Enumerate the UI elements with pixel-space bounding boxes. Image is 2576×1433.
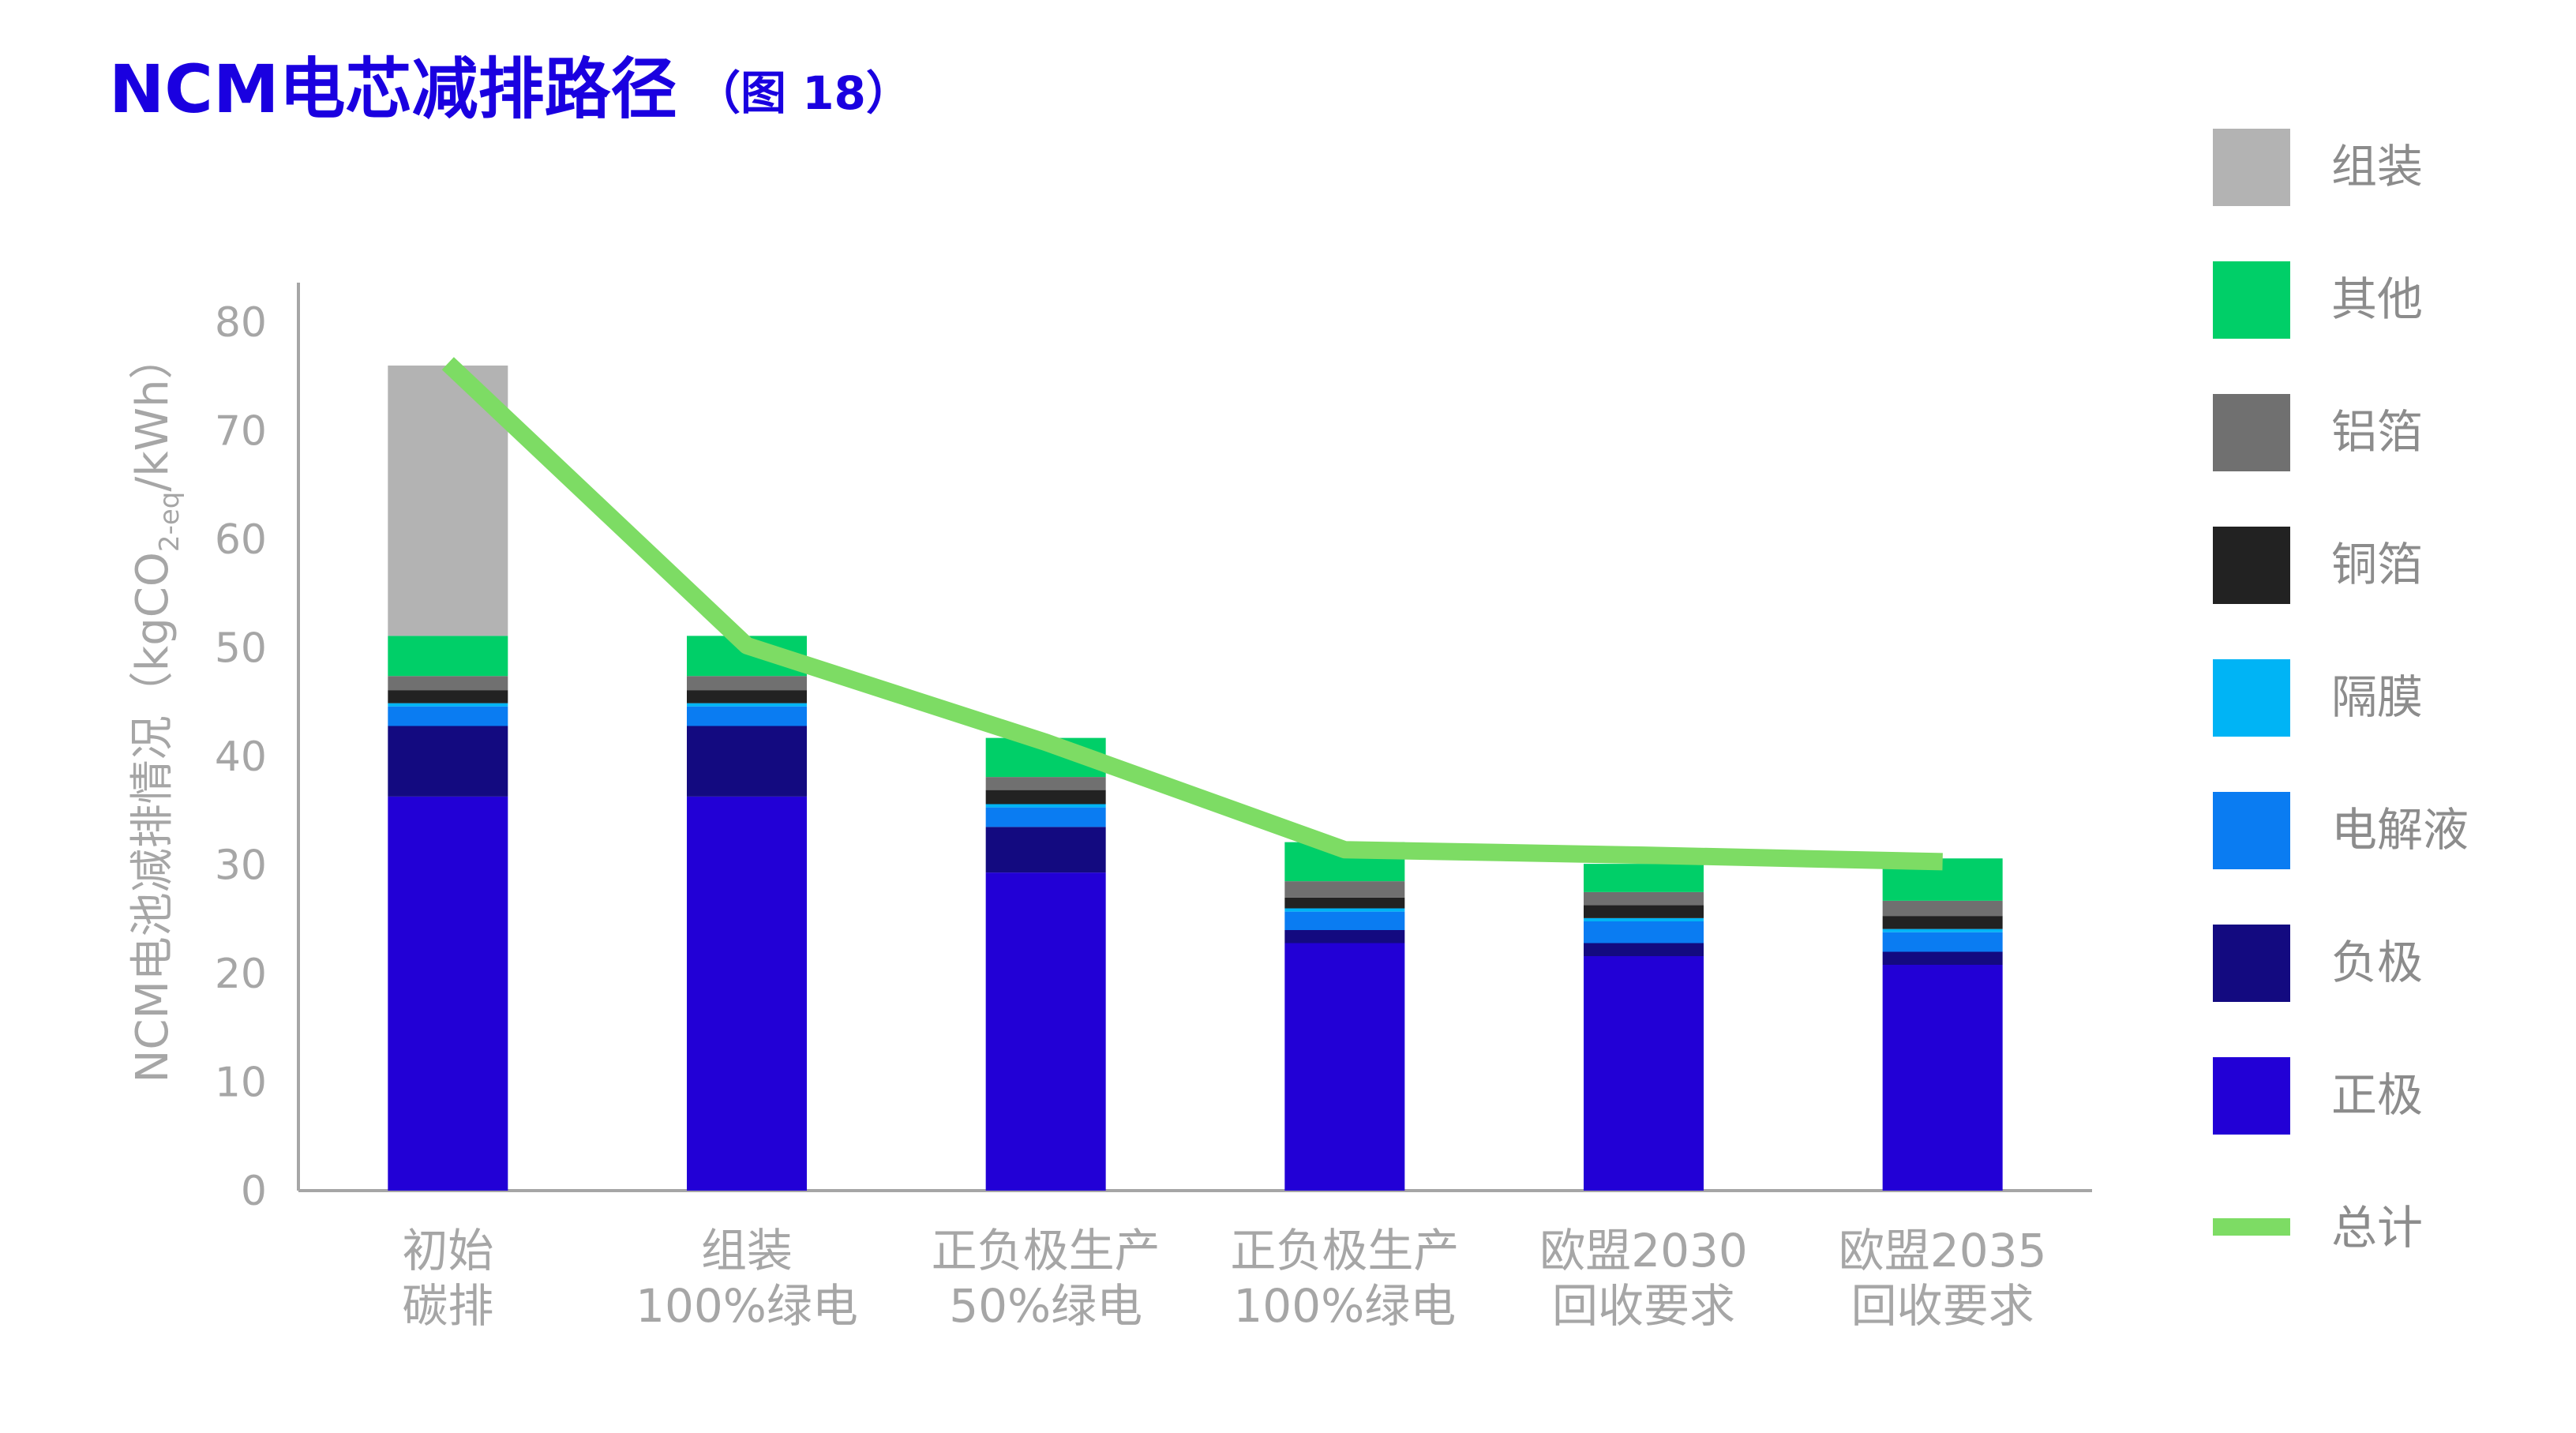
legend-label: 隔膜 <box>2331 670 2423 724</box>
bar-segment <box>388 690 508 703</box>
legend-swatch <box>2213 527 2290 604</box>
legend-label: 铝箔 <box>2331 405 2423 459</box>
bar-segment <box>388 676 508 691</box>
legend-swatch <box>2213 1057 2290 1135</box>
legend-item: 组装 <box>2213 129 2423 206</box>
legend-item: 其他 <box>2213 261 2423 339</box>
legend-label: 铜箔 <box>2331 538 2423 591</box>
bar-segment <box>985 827 1106 873</box>
bar-segment <box>1882 928 2003 932</box>
bar-segment <box>1882 916 2003 929</box>
x-tick-label: 碳排 <box>402 1279 493 1333</box>
y-tick-label: 30 <box>215 842 267 890</box>
legend-item: 总计 <box>2213 1201 2423 1255</box>
bar-segment <box>1882 932 2003 952</box>
legend-label: 组装 <box>2331 140 2423 193</box>
x-tick-label: 正负极生产 <box>932 1224 1161 1277</box>
bar-segment <box>1284 911 1405 930</box>
legend-label: 正极 <box>2331 1068 2423 1122</box>
legend-label: 总计 <box>2331 1201 2423 1255</box>
bar-segment <box>687 706 807 726</box>
x-tick-label: 回收要求 <box>1851 1279 2034 1333</box>
bar-segment <box>388 703 508 707</box>
legend-swatch <box>2213 261 2290 339</box>
y-tick-label: 40 <box>215 733 267 781</box>
legend-swatch <box>2213 659 2290 737</box>
y-tick-label: 0 <box>241 1168 267 1215</box>
legend-label: 负极 <box>2331 936 2423 989</box>
bar-segment <box>1584 864 1704 892</box>
bar-segment <box>1284 943 1405 1191</box>
y-tick-label: 70 <box>215 408 267 456</box>
legend-swatch <box>2213 925 2290 1002</box>
y-axis-title: NCM电池减排情况（kgCO2-eq/kWh） <box>127 335 186 1082</box>
bar-segment <box>985 804 1106 808</box>
bar-segment <box>1584 921 1704 943</box>
bar-segment <box>1584 905 1704 918</box>
y-tick-label: 20 <box>215 951 267 998</box>
y-tick-label: 50 <box>215 625 267 673</box>
bar-segment <box>1284 881 1405 898</box>
bar-segment <box>1584 956 1704 1191</box>
chart-title-sub: （图 18） <box>695 66 912 120</box>
legend-swatch <box>2213 394 2290 471</box>
bar-segment <box>1584 943 1704 956</box>
legend-item: 铝箔 <box>2213 394 2423 471</box>
y-axis-label: NCM电池减排情况（kgCO2-eq/kWh） <box>127 335 186 1082</box>
x-tick-label: 50%绿电 <box>949 1279 1142 1333</box>
bar-segment <box>1284 897 1405 909</box>
x-tick-label: 初始 <box>402 1224 493 1277</box>
legend-swatch <box>2213 129 2290 206</box>
x-tick-label: 欧盟2030 <box>1539 1224 1748 1277</box>
bar-segment <box>388 636 508 677</box>
legend-item: 电解液 <box>2213 792 2469 869</box>
bar-segment <box>1284 930 1405 943</box>
bar-segment <box>1882 965 2003 1191</box>
y-tick-label: 80 <box>215 299 267 347</box>
bar-segment <box>388 706 508 726</box>
bar-segment <box>1584 917 1704 921</box>
bar-segment <box>388 726 508 797</box>
bar-segment <box>687 690 807 703</box>
bar-segment <box>1584 891 1704 906</box>
legend-item: 隔膜 <box>2213 659 2423 737</box>
legend-label: 电解液 <box>2331 803 2469 857</box>
axes: 0 10 20 30 40 50 60 70 80 <box>215 283 2092 1215</box>
bar-segment <box>1284 908 1405 912</box>
bar-segment <box>985 872 1106 1191</box>
x-tick-label: 正负极生产 <box>1230 1224 1459 1277</box>
legend-item: 铜箔 <box>2213 527 2423 604</box>
bar-segment <box>687 726 807 797</box>
legend-item: 正极 <box>2213 1057 2423 1135</box>
legend-item: 负极 <box>2213 925 2423 1002</box>
bar-segment <box>388 796 508 1191</box>
bar-segment <box>985 777 1106 790</box>
x-axis-labels: 初始碳排组装100%绿电正负极生产50%绿电正负极生产100%绿电欧盟2030回… <box>402 1224 2046 1333</box>
bar-segment <box>687 796 807 1191</box>
bar-segment <box>1882 951 2003 965</box>
bar-segment <box>687 703 807 707</box>
x-tick-label: 组装 <box>701 1224 793 1277</box>
x-tick-label: 100%绿电 <box>1233 1279 1456 1333</box>
bar-segment <box>1882 900 2003 917</box>
y-tick-label: 10 <box>215 1060 267 1107</box>
bar-segment <box>985 790 1106 805</box>
x-tick-label: 欧盟2035 <box>1839 1224 2047 1277</box>
bars <box>388 366 2003 1191</box>
chart-title-main: NCM电芯减排路径 <box>109 51 677 128</box>
legend-swatch <box>2213 1218 2290 1236</box>
bar-segment <box>985 807 1106 827</box>
y-tick-label: 60 <box>215 516 267 564</box>
x-tick-label: 回收要求 <box>1552 1279 1735 1333</box>
total-line <box>441 357 1943 871</box>
bar-segment <box>687 676 807 691</box>
legend-label: 其他 <box>2331 272 2423 326</box>
total-line-path <box>441 357 1943 871</box>
legend-swatch <box>2213 792 2290 869</box>
chart-title: NCM电芯减排路径 （图 18） <box>109 51 912 128</box>
x-tick-label: 100%绿电 <box>636 1279 858 1333</box>
